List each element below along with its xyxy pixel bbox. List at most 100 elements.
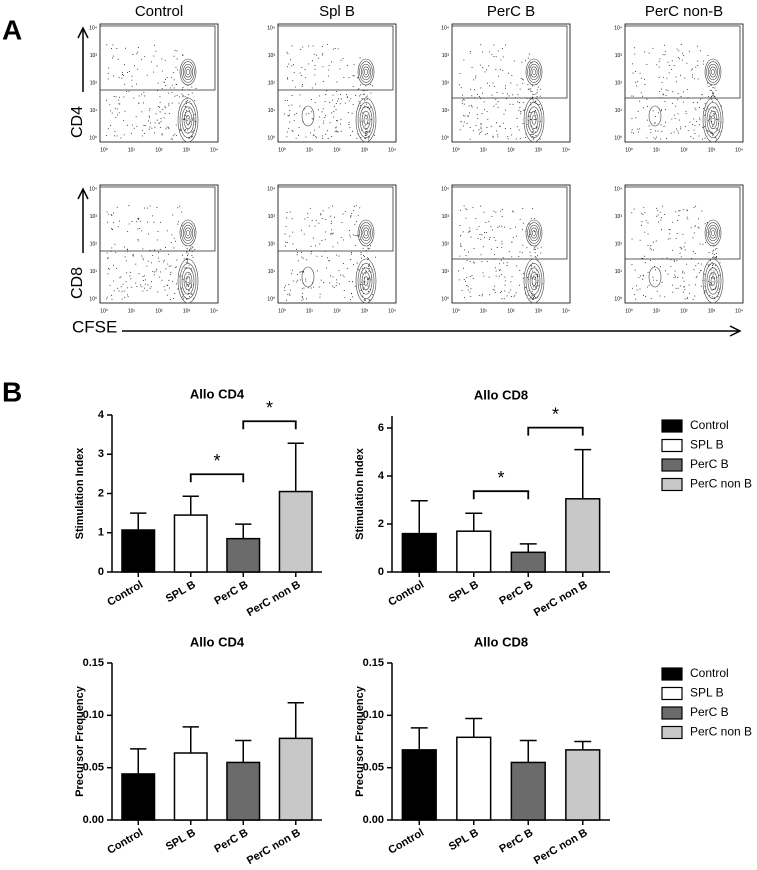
dot <box>531 299 533 300</box>
dot <box>185 257 187 259</box>
dot <box>530 74 531 76</box>
dot <box>699 106 700 108</box>
dot <box>358 269 360 271</box>
dot <box>314 102 316 104</box>
dot <box>637 128 639 130</box>
dot <box>534 296 535 297</box>
plot-frame <box>451 184 571 304</box>
dot <box>328 65 330 66</box>
plot-frame <box>277 184 397 304</box>
dot <box>532 278 533 280</box>
dot <box>493 105 495 107</box>
dot <box>665 95 667 96</box>
dot <box>337 100 338 102</box>
contour <box>711 230 715 236</box>
dot <box>530 265 532 266</box>
dot <box>173 237 175 239</box>
contour <box>181 267 195 295</box>
y-tick-label: 10⁴ <box>89 25 97 31</box>
dot <box>359 95 361 97</box>
dot <box>360 284 362 285</box>
dot <box>191 246 193 248</box>
x-tick-label: 10² <box>507 147 515 153</box>
dot <box>710 85 712 86</box>
dot <box>291 218 293 220</box>
dot <box>644 51 646 53</box>
dot <box>511 276 513 278</box>
dot <box>670 265 672 267</box>
significance-bracket <box>472 490 530 500</box>
dot <box>684 77 686 79</box>
dot <box>348 100 350 102</box>
dot <box>353 210 354 211</box>
dot <box>187 262 189 264</box>
dot <box>681 59 683 61</box>
dot <box>312 134 314 136</box>
y-tick-label: 2 <box>378 518 384 530</box>
dot <box>158 123 160 124</box>
dot <box>531 294 533 296</box>
dot <box>364 100 366 102</box>
dot <box>482 293 483 295</box>
dot <box>164 106 166 108</box>
legend-label: Control <box>690 418 729 432</box>
dot <box>703 292 705 294</box>
dot <box>180 130 182 132</box>
dot <box>363 293 364 294</box>
dot <box>136 286 138 287</box>
dot <box>711 289 713 291</box>
y-tick-label: 10¹ <box>268 269 276 275</box>
dot <box>647 286 648 288</box>
dot <box>173 298 174 300</box>
x-tick-label: 10¹ <box>128 308 136 314</box>
dot <box>131 286 133 288</box>
dot <box>702 63 704 65</box>
dot <box>659 211 661 213</box>
dot <box>118 290 120 292</box>
dot <box>322 81 324 82</box>
dot <box>469 276 471 277</box>
dot <box>701 210 703 212</box>
x-tick-label: 10⁴ <box>388 308 396 314</box>
dot <box>316 137 317 139</box>
dot <box>692 68 693 70</box>
dot <box>286 299 287 301</box>
dot <box>459 73 461 74</box>
dot <box>124 256 126 258</box>
dot <box>676 260 678 262</box>
dot <box>315 219 317 221</box>
dot <box>516 265 518 267</box>
dot <box>363 288 365 290</box>
dot <box>302 46 304 48</box>
dot <box>530 119 532 120</box>
dot <box>125 281 127 283</box>
contour <box>357 58 375 86</box>
dot <box>300 271 302 273</box>
dot <box>369 131 371 133</box>
bar <box>226 537 261 573</box>
dot <box>190 247 191 249</box>
contour <box>359 61 373 83</box>
gate <box>624 25 741 99</box>
dot <box>660 138 662 140</box>
dot <box>712 252 714 254</box>
dot <box>188 137 190 139</box>
dot <box>336 91 338 93</box>
contour <box>182 63 194 81</box>
dot <box>123 120 125 122</box>
dot <box>682 270 684 272</box>
dot <box>686 209 688 211</box>
dot <box>469 112 470 114</box>
bar <box>456 736 492 821</box>
dot <box>519 219 521 220</box>
dot <box>530 102 532 103</box>
dot <box>643 275 644 277</box>
dot <box>289 121 291 123</box>
contour <box>525 102 543 138</box>
dot <box>370 106 371 108</box>
dot <box>698 272 700 274</box>
contour <box>179 263 197 299</box>
dot <box>533 119 535 120</box>
dot <box>365 249 367 251</box>
dot <box>460 245 462 247</box>
